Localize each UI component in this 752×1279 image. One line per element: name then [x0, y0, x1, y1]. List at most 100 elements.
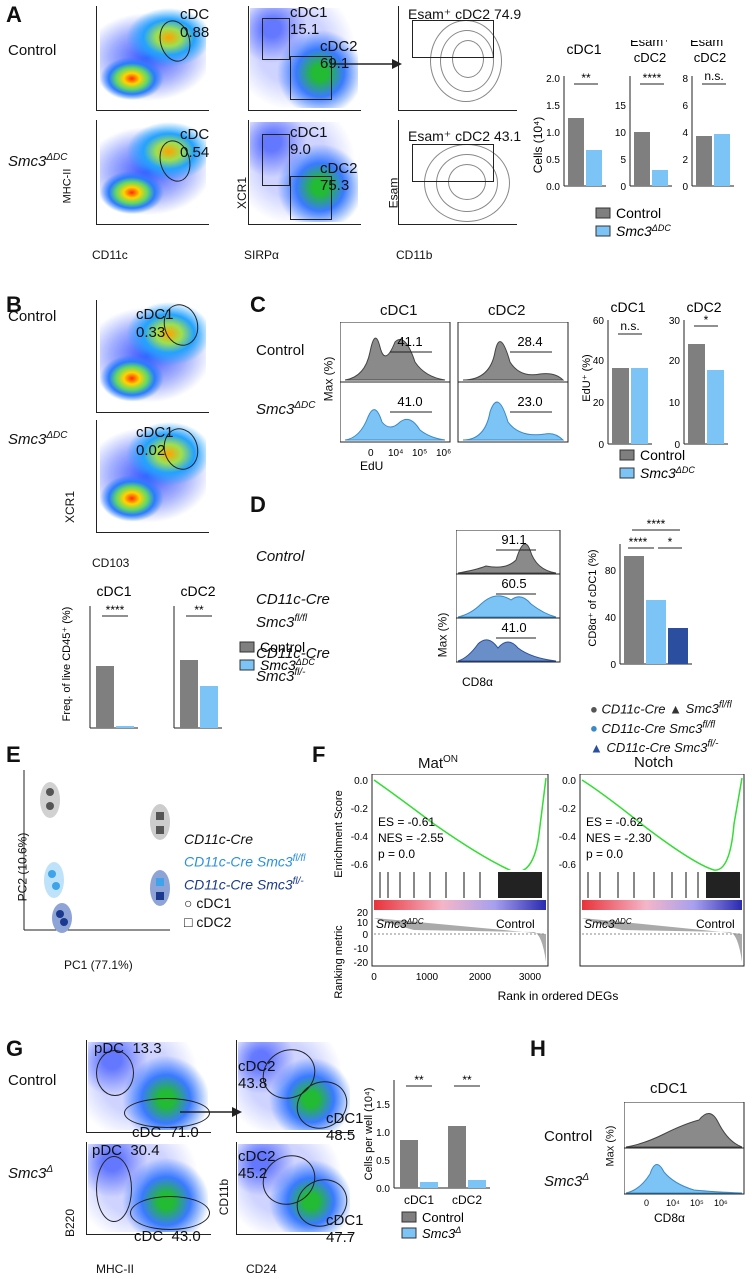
- contour-plot-a3-control: [398, 6, 517, 111]
- gsea-right-group-1: Control: [496, 917, 535, 931]
- gate-cdc2-ko: [290, 176, 332, 220]
- bar-d1: [624, 556, 644, 664]
- legend-swatch-b-control: [239, 641, 255, 653]
- histograms-c: 41.1 28.4 41.0 23.0 0 10⁴ 10⁵ 10⁶ EdU: [340, 322, 569, 472]
- gsea-stats-2a: ES = -0.62: [586, 815, 643, 829]
- svg-text:-0.4: -0.4: [351, 832, 369, 843]
- legend-swatch-c-control: [619, 449, 635, 461]
- bar-chart-c: cDC1 cDC2 EdU⁺ (%) 0 20 40 60 n.s. 0 10 …: [581, 299, 728, 481]
- density-b-ko: [100, 422, 206, 528]
- gate-label-cdc2-ko: cDC2 75.3: [320, 160, 358, 194]
- gsea-stats-2b: NES = -2.30: [586, 831, 652, 845]
- svg-text:1.0: 1.0: [546, 128, 560, 139]
- val-d2: 60.5: [501, 576, 526, 591]
- legend-e1: CD11c-Cre: [184, 831, 253, 847]
- gate-cdc1-ko: [262, 134, 290, 186]
- flow-plot-g2-control: [236, 1040, 353, 1133]
- bar-c-ylabel: EdU⁺ (%): [581, 354, 593, 401]
- flow-plot-g2-ko: [236, 1142, 353, 1235]
- svg-text:0.0: 0.0: [354, 776, 368, 787]
- svg-text:10⁶: 10⁶: [436, 448, 451, 459]
- bar-c1-control: [612, 368, 629, 444]
- x-axis-cd11b: CD11b: [396, 248, 433, 262]
- scatter-g2-control: [238, 1042, 350, 1130]
- svg-text:10: 10: [615, 128, 627, 139]
- bar-b2-ko: [200, 686, 218, 728]
- svg-text:2000: 2000: [469, 972, 492, 983]
- x-axis-cd11c: CD11c: [92, 248, 128, 262]
- bar-g-cat-2: cDC2: [452, 1193, 482, 1207]
- svg-text:0.5: 0.5: [376, 1156, 390, 1167]
- svg-text:20: 20: [593, 398, 605, 409]
- circle-icon: ○: [184, 895, 193, 912]
- gate-label-cdc1-control: cDC1 15.1: [290, 4, 328, 38]
- gate-label-cdc-control: cDC 0.88: [180, 6, 210, 41]
- svg-text:-0.2: -0.2: [351, 804, 369, 815]
- bar-g2-control: [448, 1126, 466, 1188]
- x-axis-mhcii-g: MHC-II: [96, 1262, 134, 1276]
- row-label-control-c: Control: [256, 342, 305, 359]
- y-axis-b220: B220: [63, 1208, 78, 1238]
- bar-g1-ko: [420, 1182, 438, 1188]
- y-axis-pc2: PC2 (10.6%): [15, 832, 30, 902]
- svg-text:10⁴: 10⁴: [388, 448, 403, 459]
- svg-text:-0.6: -0.6: [351, 860, 369, 871]
- legend-d2: Smc3fl/fl: [685, 700, 732, 717]
- svg-text:10⁶: 10⁶: [714, 1198, 728, 1208]
- y-axis-mhcii: MHC-II: [61, 168, 74, 204]
- label-cdc1-g-ko: cDC1 47.7: [326, 1212, 364, 1246]
- legend-swatch-c-ko: [619, 467, 635, 479]
- row-label-ko-h: Smc3Δ: [544, 1172, 590, 1190]
- bar-a-ylabel: Cells (10⁴): [531, 117, 545, 174]
- bar-a2-ko: [652, 170, 668, 186]
- bar-a-title-1: cDC1: [566, 41, 601, 57]
- gsea-ylabel-bottom: Ranking metric: [334, 925, 345, 999]
- svg-text:0.5: 0.5: [546, 155, 560, 166]
- gate-esam-ko: [412, 144, 494, 182]
- svg-text:0: 0: [598, 440, 604, 451]
- legend-e2: CD11c-Cre Smc3fl/fl: [184, 853, 306, 870]
- svg-text:20: 20: [669, 356, 681, 367]
- row-label-ko: Smc3ΔDC: [8, 152, 68, 170]
- bar-a-title-3a: Esam⁻: [690, 40, 730, 49]
- flow-plot-a2-ko: [248, 120, 361, 225]
- bar-a-title-2b: cDC2: [634, 50, 667, 65]
- bar-c-title-1: cDC1: [610, 299, 645, 315]
- gsea-right-group-2: Control: [696, 917, 735, 931]
- scatter-g2-ko: [238, 1144, 350, 1232]
- bar-chart-b: cDC1 cDC2 Freq. of live CD45⁺ (%) **** *…: [61, 583, 315, 729]
- svg-text:4: 4: [682, 128, 688, 139]
- svg-text:60: 60: [593, 316, 605, 327]
- sig-c2: *: [704, 313, 709, 327]
- bar-g2-ko: [468, 1180, 486, 1188]
- gate-cdc-g-ko: [130, 1196, 210, 1230]
- svg-text:1.0: 1.0: [376, 1128, 390, 1139]
- svg-text:8: 8: [682, 74, 688, 85]
- svg-text:0: 0: [368, 448, 374, 459]
- svg-text:10⁵: 10⁵: [690, 1198, 704, 1208]
- legend-swatch-control: [595, 207, 611, 219]
- svg-text:80: 80: [605, 566, 617, 577]
- row-label-control-h: Control: [544, 1128, 593, 1145]
- col-label-cdc2-c: cDC2: [488, 302, 526, 319]
- sig-g2: **: [462, 1073, 472, 1087]
- legend-c-control: Control: [640, 447, 685, 463]
- bar-b2-control: [180, 660, 198, 728]
- contour-ring: [436, 154, 498, 212]
- contour-ring: [440, 30, 494, 92]
- gsea-ylabel-top: Enrichment Score: [334, 790, 345, 877]
- val-c2-ctrl: 28.4: [517, 334, 542, 349]
- panel-label-d: D: [250, 492, 266, 517]
- square-icon: □: [184, 914, 193, 931]
- bar-b-title-1: cDC1: [96, 583, 131, 599]
- svg-text:3000: 3000: [519, 972, 542, 983]
- gate-esam-control: [412, 20, 494, 58]
- flow-plot-a1-ko: [96, 120, 209, 225]
- panel-label-c: C: [250, 292, 266, 317]
- legend-e-shape2: cDC2: [196, 914, 232, 931]
- pca-plot-e: [23, 770, 170, 933]
- svg-text:10⁵: 10⁵: [412, 448, 427, 459]
- scatter-a2-ko: [250, 122, 358, 222]
- contour-plot-a3-ko: [398, 120, 517, 225]
- y-axis-esam: Esam: [386, 177, 401, 209]
